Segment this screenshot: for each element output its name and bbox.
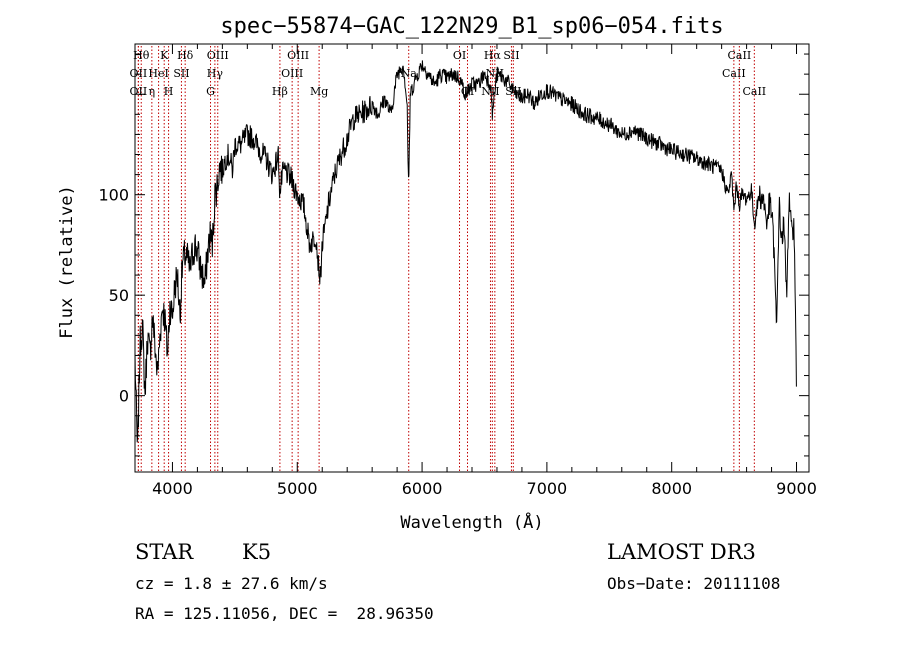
line-marker-label: SII: [173, 67, 189, 80]
object-class: STAR: [135, 540, 194, 564]
x-axis-label: Wavelength (Å): [400, 511, 543, 533]
line-marker-label: Hθ: [133, 49, 150, 62]
line-marker-label: OIII: [207, 49, 229, 62]
y-tick-label: 50: [109, 286, 129, 305]
axes: 4000 5000 6000 7000 8000 9000 0 50 100: [98, 44, 817, 498]
line-markers: Hθ OII OII η HeI K H SII Hδ G Hγ OIII Hβ OIII OIII Mg Na…: [130, 46, 766, 472]
line-marker-label: OI: [453, 49, 466, 62]
line-marker-label: Hβ: [272, 85, 288, 98]
chart-title: spec−55874−GAC_122N29_B1_sp06−054.fits: [220, 14, 723, 39]
obs-date: Obs−Date: 20111108: [607, 574, 781, 593]
line-marker-label: Hα: [484, 49, 502, 62]
line-marker-label: OII: [130, 85, 148, 98]
plot-frame: [134, 43, 810, 473]
x-tick-label: 4000: [152, 479, 193, 498]
y-tick-label: 0: [119, 387, 129, 406]
line-marker-label: G: [206, 85, 215, 98]
line-marker-label: OII: [130, 67, 148, 80]
series-layer: [134, 60, 797, 443]
x-tick-label: 5000: [277, 479, 318, 498]
redshift-text: cz = 1.8 ± 27.6 km/s: [135, 574, 328, 593]
line-marker-label: K: [160, 49, 169, 62]
line-marker-label: SII: [503, 49, 519, 62]
line-marker-label: Mg: [310, 85, 328, 98]
line-marker-label: Hδ: [177, 49, 194, 62]
line-marker-label: OIII: [287, 49, 309, 62]
survey-name: LAMOST DR3: [607, 540, 756, 564]
line-marker-label: CaII: [722, 67, 746, 80]
x-tick-label: 7000: [527, 479, 568, 498]
line-marker-label: CaII: [742, 85, 766, 98]
line-marker-label: H: [164, 85, 174, 98]
spectrum-line: [134, 60, 797, 443]
line-marker-label: HeI: [148, 67, 168, 80]
line-marker-label: Hγ: [207, 67, 224, 80]
y-tick-label: 100: [98, 186, 129, 205]
line-marker-label: OIII: [281, 67, 303, 80]
line-marker-label: CaII: [728, 49, 752, 62]
subclass: K5: [242, 540, 272, 564]
coordinates: RA = 125.11056, DEC = 28.96350: [135, 604, 434, 623]
line-marker-label: Na: [401, 67, 418, 80]
x-tick-label: 6000: [402, 479, 443, 498]
x-tick-label: 8000: [651, 479, 692, 498]
y-axis-label: Flux (relative): [57, 185, 77, 339]
line-marker-label: NII: [486, 67, 504, 80]
x-tick-label: 9000: [776, 479, 817, 498]
line-marker-label: η: [149, 85, 156, 98]
